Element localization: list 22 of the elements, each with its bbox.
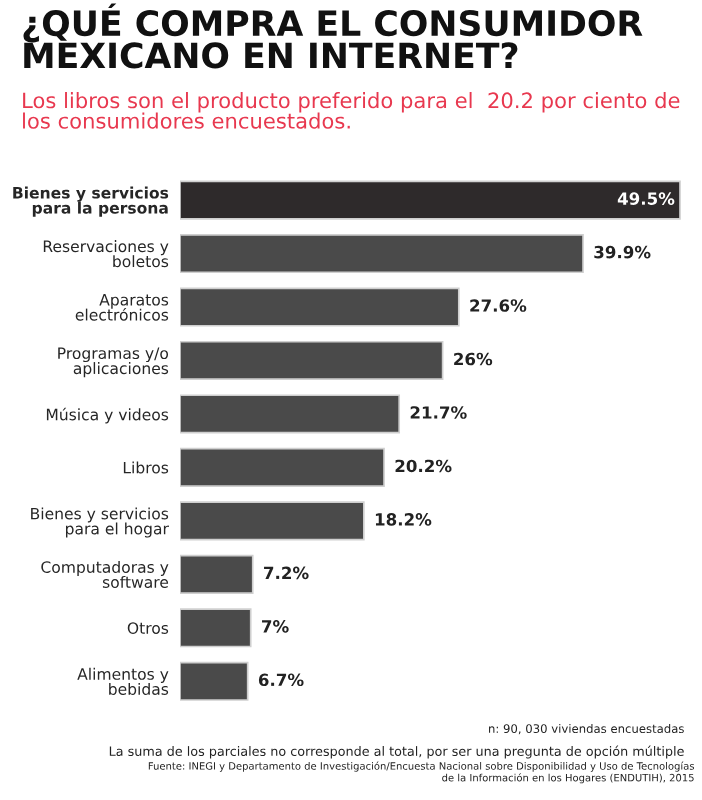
bar [180, 447, 385, 487]
data-label: 6.7% [258, 673, 304, 687]
bar [180, 340, 444, 381]
data-label: 18.2% [375, 513, 432, 526]
bar [180, 608, 252, 648]
bar [180, 233, 584, 274]
bar [180, 661, 249, 701]
bar [180, 287, 460, 327]
bar [180, 554, 254, 594]
chart-subtitle: Los libros son el producto preferido para el 20.2 por ciento de los consumidores encuestados. [23, 92, 680, 129]
chart-title: ¿QUÉ COMPRA EL CONSUMIDOR MEXICANO EN INTERNET? [23, 3, 643, 69]
bar [180, 394, 401, 434]
bar [180, 501, 365, 541]
data-label: 7% [262, 620, 289, 633]
data-label: 27.6% [470, 299, 527, 312]
data-label: 7.2% [264, 566, 309, 580]
data-label: 26% [454, 352, 493, 366]
data-label: 39.9% [594, 245, 651, 259]
data-label: 20.2% [395, 459, 452, 473]
bar [180, 180, 681, 220]
data-label: 49.5% [617, 192, 675, 205]
data-label: 21.7% [410, 406, 467, 419]
